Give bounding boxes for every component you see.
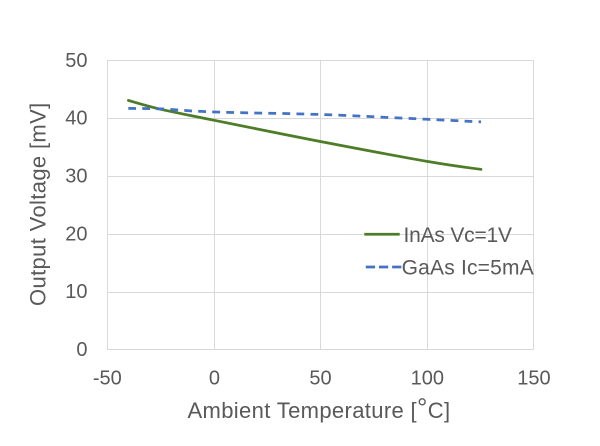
svg-text:30: 30	[65, 166, 87, 188]
svg-text:-50: -50	[93, 368, 122, 390]
svg-text:150: 150	[517, 368, 550, 390]
svg-text:Output Voltage [mV]: Output Voltage [mV]	[26, 102, 51, 306]
svg-text:20: 20	[65, 223, 87, 245]
svg-text:0: 0	[209, 368, 220, 390]
svg-text:50: 50	[309, 368, 331, 390]
svg-text:10: 10	[65, 281, 87, 303]
svg-text:GaAs Ic=5mA: GaAs Ic=5mA	[402, 256, 534, 279]
svg-text:50: 50	[65, 50, 87, 72]
svg-text:40: 40	[65, 108, 87, 130]
svg-text:InAs Vc=1V: InAs Vc=1V	[404, 224, 513, 247]
svg-text:0: 0	[76, 339, 87, 361]
svg-text:Ambient Temperature [°C]: Ambient Temperature [°C]	[188, 393, 451, 423]
svg-text:100: 100	[411, 368, 444, 390]
